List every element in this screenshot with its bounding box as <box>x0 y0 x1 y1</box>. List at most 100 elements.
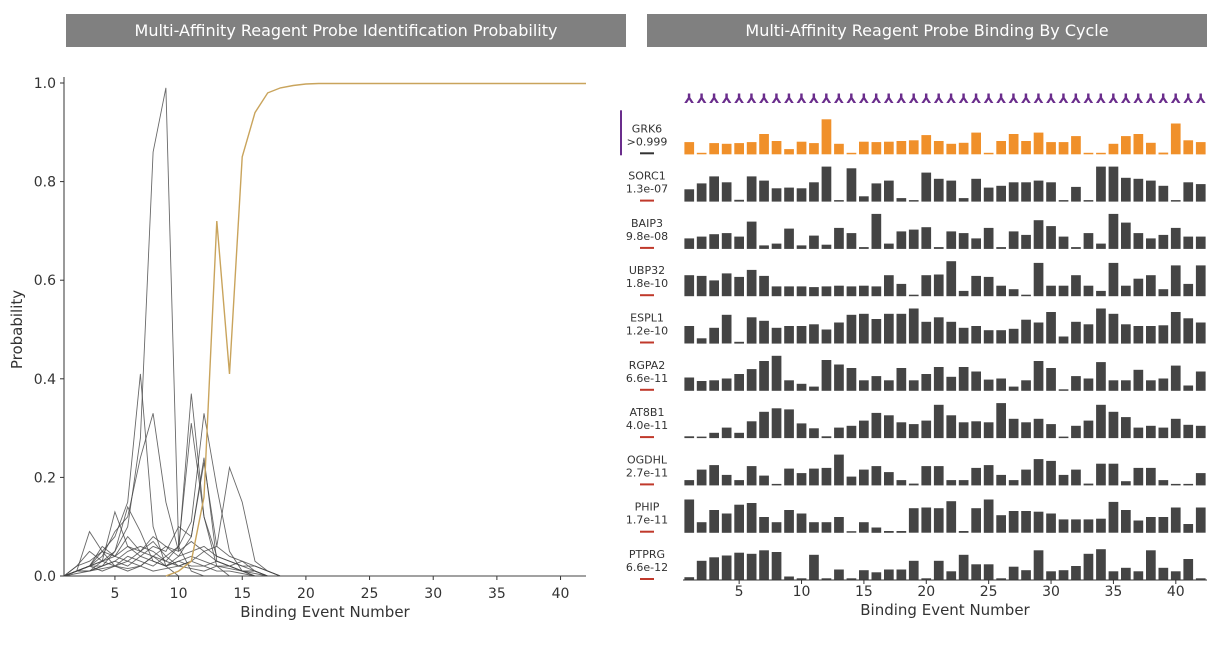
binding-bar <box>1008 182 1019 202</box>
x-tick-label: 10 <box>793 584 811 600</box>
binding-bar <box>1083 285 1094 297</box>
binding-bar <box>796 286 807 297</box>
antibody-icon: ⅄ <box>1196 92 1206 107</box>
binding-bar <box>1008 328 1019 344</box>
x-axis-label: Binding Event Number <box>860 601 1030 619</box>
antibody-icon: ⅄ <box>1146 92 1156 107</box>
binding-bar <box>1146 380 1156 391</box>
binding-bar <box>1046 571 1056 581</box>
binding-bar <box>834 569 844 580</box>
row-probability-value: 6.6e-11 <box>626 372 668 385</box>
row-protein-name: BAIP3 <box>631 217 663 230</box>
binding-bar <box>809 554 819 580</box>
binding-bar <box>809 182 819 202</box>
binding-bar <box>1170 418 1181 439</box>
binding-bar <box>721 427 732 439</box>
binding-bar <box>1170 365 1181 391</box>
binding-bar <box>958 233 969 249</box>
binding-bar <box>983 227 994 249</box>
binding-bar <box>771 522 782 533</box>
right-chart-title: Multi-Affinity Reagent Probe Binding By … <box>647 14 1207 47</box>
binding-bar <box>1008 134 1019 155</box>
binding-bar <box>896 198 907 202</box>
binding-bar <box>958 480 969 486</box>
binding-bar <box>1058 285 1069 297</box>
binding-bar <box>983 276 994 297</box>
binding-bar <box>1083 420 1094 439</box>
binding-bar <box>1195 142 1206 155</box>
binding-bar <box>1158 234 1169 249</box>
antibody-icon: ⅄ <box>1034 92 1044 107</box>
binding-bar <box>871 286 882 297</box>
binding-bar <box>759 361 769 391</box>
binding-bar <box>796 383 807 391</box>
binding-bar <box>759 245 769 249</box>
binding-bar <box>1058 389 1069 391</box>
binding-bar <box>1158 185 1169 202</box>
binding-bar <box>1146 467 1156 486</box>
binding-bar <box>921 172 932 202</box>
binding-bar <box>821 244 832 249</box>
binding-bar <box>896 368 907 391</box>
binding-bar <box>921 135 932 155</box>
binding-bar <box>1033 132 1044 155</box>
antibody-icon: ⅄ <box>834 92 844 107</box>
binding-bar <box>933 141 944 155</box>
binding-bar <box>1108 262 1119 297</box>
binding-bar <box>1008 289 1019 297</box>
binding-bar <box>721 233 732 249</box>
binding-bar <box>1158 567 1169 581</box>
binding-bar <box>734 236 744 249</box>
binding-bar <box>1071 469 1081 486</box>
binding-bar <box>1183 140 1194 155</box>
antibody-icon: ⅄ <box>822 92 832 107</box>
x-tick-label: 40 <box>1167 584 1185 600</box>
binding-bar <box>734 552 744 580</box>
binding-bar <box>921 578 932 581</box>
binding-bar <box>933 404 944 439</box>
binding-bar <box>846 368 857 391</box>
x-tick-label: 25 <box>361 586 379 602</box>
binding-bar <box>908 380 919 391</box>
binding-bar <box>996 515 1006 533</box>
binding-bar <box>971 238 981 249</box>
y-tick-label: 1.0 <box>34 76 56 92</box>
binding-bar <box>884 141 894 155</box>
binding-bar <box>1008 480 1019 486</box>
binding-bar <box>809 386 819 391</box>
x-tick-label: 15 <box>855 584 873 600</box>
binding-bar <box>846 425 857 439</box>
binding-bar <box>1146 550 1156 581</box>
binding-bar <box>759 320 769 344</box>
binding-bar <box>933 508 944 533</box>
binding-bar <box>1108 463 1119 486</box>
row-protein-name: AT8B1 <box>630 406 665 419</box>
binding-bar <box>908 308 919 344</box>
binding-bar <box>1096 308 1106 344</box>
binding-bar <box>809 287 819 297</box>
binding-bar <box>746 317 757 344</box>
binding-bar <box>946 501 957 533</box>
binding-bar <box>696 469 707 486</box>
binding-bar <box>971 467 981 486</box>
binding-bar <box>809 468 819 486</box>
row-probability-value: 4.0e-11 <box>626 419 668 432</box>
binding-bar <box>1183 236 1194 249</box>
row-protein-name: RGPA2 <box>629 359 666 372</box>
binding-bar <box>1033 220 1044 249</box>
binding-bar <box>846 578 857 581</box>
binding-bar <box>1071 566 1081 580</box>
binding-bar <box>759 475 769 486</box>
binding-bar <box>908 294 919 297</box>
binding-bar <box>921 507 932 533</box>
binding-bar <box>796 245 807 249</box>
binding-bar <box>958 327 969 344</box>
binding-bar <box>1158 480 1169 486</box>
binding-bar <box>871 142 882 155</box>
binding-bar <box>821 166 832 202</box>
binding-bar <box>684 436 695 439</box>
row-probability-value: 1.7e-11 <box>626 514 668 527</box>
binding-bar <box>1071 519 1081 533</box>
y-tick-label: 0.0 <box>34 569 56 585</box>
x-tick-label: 10 <box>170 586 188 602</box>
